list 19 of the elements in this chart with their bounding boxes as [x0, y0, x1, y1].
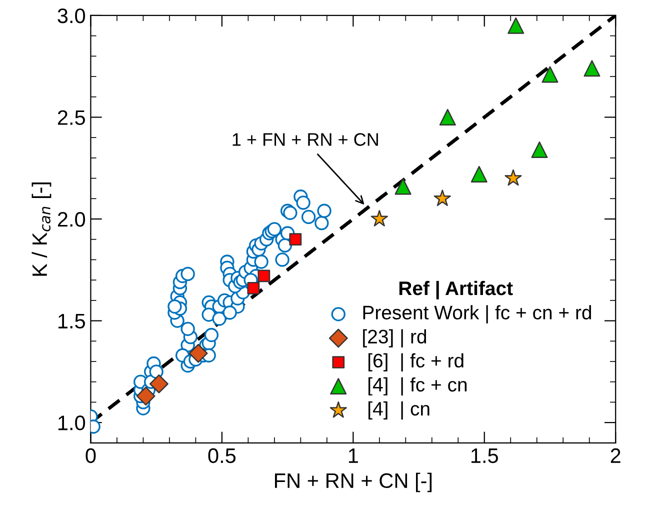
legend-label: [4] | fc + cn	[368, 377, 467, 396]
legend-label: Present Work | fc + cn + rd	[363, 305, 592, 324]
y-tick-label: 3.0	[58, 8, 86, 24]
y-axis-title: K / K$_{can}$ [-]	[32, 182, 52, 276]
x-axis-title: FN + RN + CN [-]	[275, 472, 432, 492]
x-tick-label: 1	[348, 448, 358, 463]
y-tick-label: 1.0	[58, 416, 86, 430]
x-tick-label: 2	[610, 448, 620, 463]
y-tick-label: 1.5	[58, 314, 85, 329]
x-tick-label: 0.5	[208, 448, 236, 464]
x-tick-label: 0	[86, 448, 96, 464]
legend-label: [6] | fc + rd	[368, 353, 464, 372]
annotation: 1 + FN + RN + CN	[232, 133, 378, 146]
x-tick-label: 1.5	[471, 448, 498, 464]
y-tick-label: 2.5	[58, 110, 85, 125]
y-tick-label: 2.0	[58, 212, 86, 227]
legend-label: [23] | rd	[363, 329, 426, 348]
legend-title: Ref | Artifact	[399, 280, 513, 300]
legend-label: [4] | cn	[368, 401, 430, 420]
